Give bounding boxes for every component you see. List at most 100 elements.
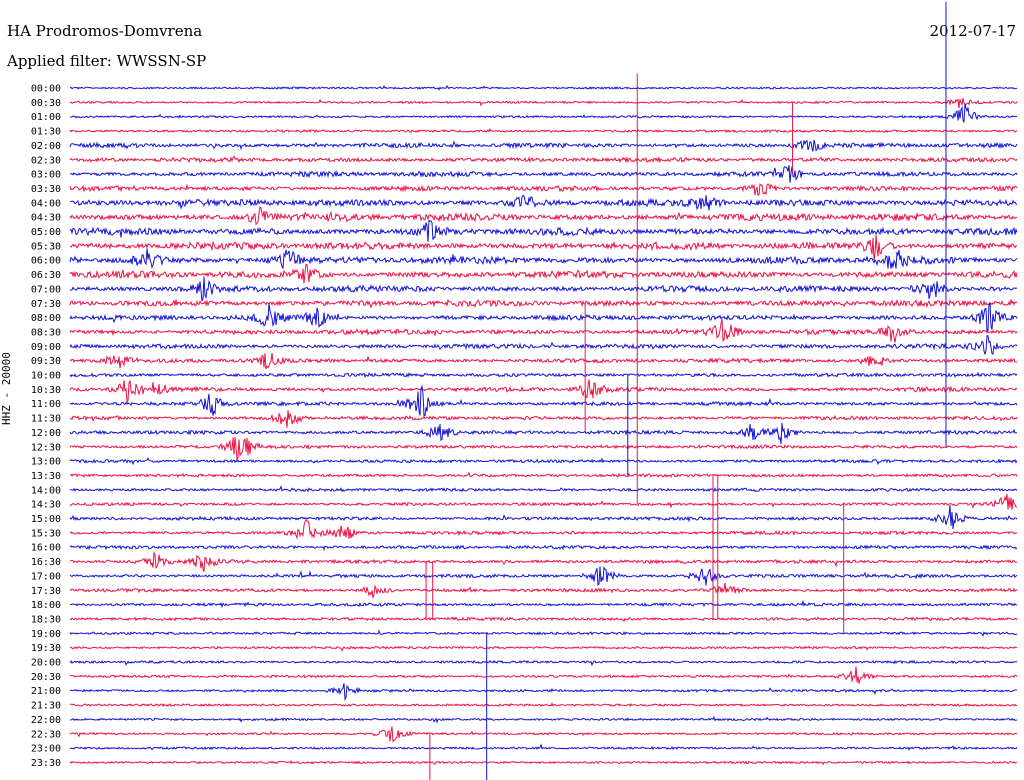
- time-tick-label: 19:00: [31, 629, 61, 640]
- trace-line: [69, 301, 1018, 334]
- trace-line: [69, 248, 1018, 269]
- trace-line: [69, 519, 1018, 540]
- time-tick-label: 23:00: [31, 744, 61, 755]
- trace-line: [69, 84, 1018, 91]
- time-tick-label: 14:00: [31, 485, 61, 496]
- trace-line: [69, 629, 1018, 637]
- trace-line: [69, 493, 1018, 510]
- station-title: HA Prodromos-Domvrena: [7, 22, 203, 40]
- time-tick-label: 06:00: [31, 256, 61, 267]
- time-tick-label: 16:00: [31, 543, 61, 554]
- trace-line: [69, 505, 1018, 530]
- trace-line: [69, 599, 1018, 609]
- time-tick-label: 08:30: [31, 327, 61, 338]
- time-tick-label: 16:30: [31, 557, 61, 568]
- time-tick-label: 00:30: [31, 98, 61, 109]
- time-tick-label: 08:00: [31, 313, 61, 324]
- time-tick-label: 01:00: [31, 112, 61, 123]
- time-tick-label: 01:30: [31, 127, 61, 138]
- trace-line: [69, 659, 1018, 667]
- time-tick-label: 14:30: [31, 500, 61, 511]
- trace-line: [69, 318, 1018, 343]
- time-tick-label: 22:00: [31, 715, 61, 726]
- trace-line: [69, 139, 1018, 152]
- time-tick-label: 02:30: [31, 155, 61, 166]
- trace-line: [69, 335, 1018, 355]
- trace-line: [69, 582, 1018, 599]
- trace-line: [69, 410, 1018, 428]
- time-tick-label: 11:00: [31, 399, 61, 410]
- time-tick-label: 15:00: [31, 514, 61, 525]
- trace-line: [69, 726, 1018, 743]
- trace-line: [69, 234, 1018, 260]
- trace-line: [69, 471, 1018, 478]
- trace-line: [69, 97, 1018, 109]
- time-tick-label: 18:00: [31, 600, 61, 611]
- time-tick-label: 02:00: [31, 141, 61, 152]
- trace-line: [69, 436, 1018, 461]
- trace-line: [69, 544, 1018, 551]
- time-tick-label: 23:30: [31, 758, 61, 769]
- trace-line: [69, 485, 1018, 493]
- trace-line: [69, 616, 1018, 622]
- trace-line: [69, 155, 1018, 164]
- trace-line: [70, 384, 1018, 417]
- trace-line: [69, 715, 1018, 724]
- time-tick-label: 21:30: [31, 701, 61, 712]
- time-tick-label: 12:00: [31, 428, 61, 439]
- trace-line: [69, 566, 1018, 586]
- time-tick-label: 09:00: [31, 342, 61, 353]
- time-tick-label: 07:00: [31, 284, 61, 295]
- time-tick-label: 22:30: [31, 729, 61, 740]
- trace-line: [69, 379, 1018, 403]
- time-tick-label: 17:30: [31, 586, 61, 597]
- trace-line: [69, 550, 1018, 572]
- time-tick-label: 04:30: [31, 213, 61, 224]
- time-tick-label: 10:00: [31, 371, 61, 382]
- time-tick-label: 19:30: [31, 643, 61, 654]
- time-tick-label: 03:30: [31, 184, 61, 195]
- trace-line: [69, 645, 1018, 652]
- trace-line: [69, 683, 1018, 701]
- trace-line: [69, 128, 1018, 134]
- time-tick-label: 06:30: [31, 270, 61, 281]
- trace-line: [69, 759, 1018, 766]
- trace-line: [69, 183, 1018, 197]
- time-tick-label: 07:30: [31, 299, 61, 310]
- trace-line: [69, 276, 1018, 302]
- time-tick-label: 00:00: [31, 84, 61, 95]
- time-tick-label: 03:00: [31, 170, 61, 181]
- trace-line: [69, 194, 1018, 211]
- filter-label: Applied filter: WWSSN-SP: [7, 52, 207, 70]
- time-tick-label: 13:00: [31, 457, 61, 468]
- time-tick-label: 20:00: [31, 658, 61, 669]
- time-tick-label: 05:00: [31, 227, 61, 238]
- trace-line: [69, 219, 1018, 242]
- time-tick-label: 20:30: [31, 672, 61, 683]
- time-tick-label: 09:30: [31, 356, 61, 367]
- trace-line: [69, 263, 1018, 284]
- trace-line: [69, 457, 1018, 466]
- trace-line: [69, 206, 1018, 226]
- time-tick-label: 04:00: [31, 198, 61, 209]
- trace-line: [69, 422, 1018, 444]
- trace-line: [69, 165, 1018, 183]
- time-tick-label: 13:30: [31, 471, 61, 482]
- time-tick-label: 10:30: [31, 385, 61, 396]
- trace-line: [70, 702, 1018, 708]
- time-tick-label: 21:00: [31, 686, 61, 697]
- trace-line: [69, 371, 1018, 379]
- date-label: 2012-07-17: [929, 22, 1016, 40]
- time-tick-label: 18:30: [31, 614, 61, 625]
- trace-line: [69, 298, 1018, 309]
- time-tick-label: 05:30: [31, 241, 61, 252]
- trace-line: [69, 666, 1018, 684]
- trace-line: [69, 353, 1018, 370]
- time-tick-label: 17:00: [31, 571, 61, 582]
- time-tick-label: 15:30: [31, 528, 61, 539]
- time-tick-label: 11:30: [31, 414, 61, 425]
- trace-line: [70, 743, 1018, 751]
- trace-line: [69, 103, 1018, 123]
